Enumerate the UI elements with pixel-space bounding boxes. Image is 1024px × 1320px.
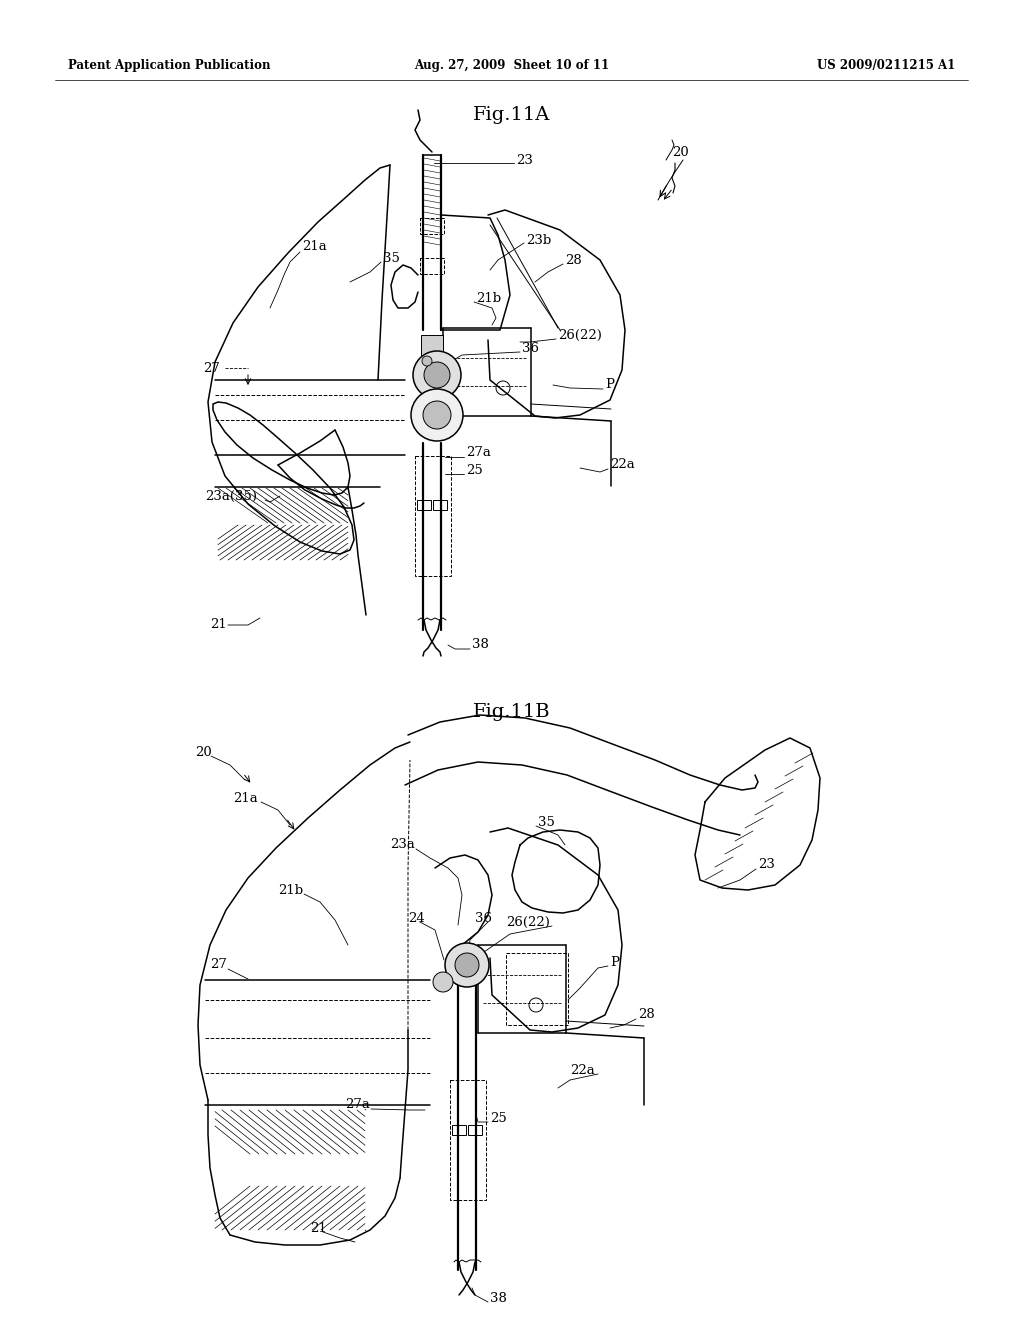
Text: 38: 38 [490,1291,507,1304]
Text: 23a(35): 23a(35) [205,490,257,503]
Circle shape [424,362,450,388]
Text: P: P [610,956,618,969]
Text: 35: 35 [538,816,555,829]
Bar [433,500,447,510]
Text: 21b: 21b [476,292,501,305]
Text: P: P [605,379,614,392]
Bar [417,500,431,510]
Circle shape [411,389,463,441]
Text: 27: 27 [210,958,227,972]
Bar [420,218,444,234]
Bar [506,953,568,1026]
Text: 24: 24 [408,912,425,924]
Circle shape [455,953,479,977]
Text: 27a: 27a [345,1098,370,1111]
Text: 23: 23 [516,153,532,166]
Text: 35: 35 [383,252,400,264]
Text: 27: 27 [203,362,220,375]
Text: 20: 20 [195,746,212,759]
Circle shape [433,972,453,993]
Text: US 2009/0211215 A1: US 2009/0211215 A1 [817,58,955,71]
Text: 38: 38 [472,639,488,652]
Bar [468,1125,482,1135]
Text: 36: 36 [522,342,539,355]
Text: 21b: 21b [278,883,303,896]
Text: 26(22): 26(22) [506,916,550,928]
Bar [452,1125,466,1135]
Text: Fig.11B: Fig.11B [473,704,551,721]
Text: 26(22): 26(22) [558,329,602,342]
Text: 22a: 22a [570,1064,595,1077]
Text: 25: 25 [466,463,482,477]
Circle shape [423,401,451,429]
Text: 23a: 23a [390,838,415,851]
Text: 20: 20 [672,145,689,158]
Text: 21a: 21a [302,240,327,253]
Text: Fig.11A: Fig.11A [473,106,551,124]
Circle shape [445,942,489,987]
Text: Patent Application Publication: Patent Application Publication [68,58,270,71]
Text: 21: 21 [210,619,226,631]
Bar [450,1080,486,1200]
Circle shape [422,356,432,366]
Text: 21a: 21a [233,792,258,804]
Circle shape [413,351,461,399]
Text: Aug. 27, 2009  Sheet 10 of 11: Aug. 27, 2009 Sheet 10 of 11 [415,58,609,71]
Text: 28: 28 [638,1008,654,1022]
Bar [415,455,451,576]
Bar [420,257,444,275]
Bar [421,335,443,356]
Text: 23b: 23b [526,234,551,247]
Text: 27a: 27a [466,446,490,459]
Text: 36: 36 [475,912,492,924]
Text: 28: 28 [565,253,582,267]
Text: 23: 23 [758,858,775,871]
Text: 22a: 22a [610,458,635,471]
Text: 21: 21 [310,1221,327,1234]
Text: 25: 25 [490,1111,507,1125]
